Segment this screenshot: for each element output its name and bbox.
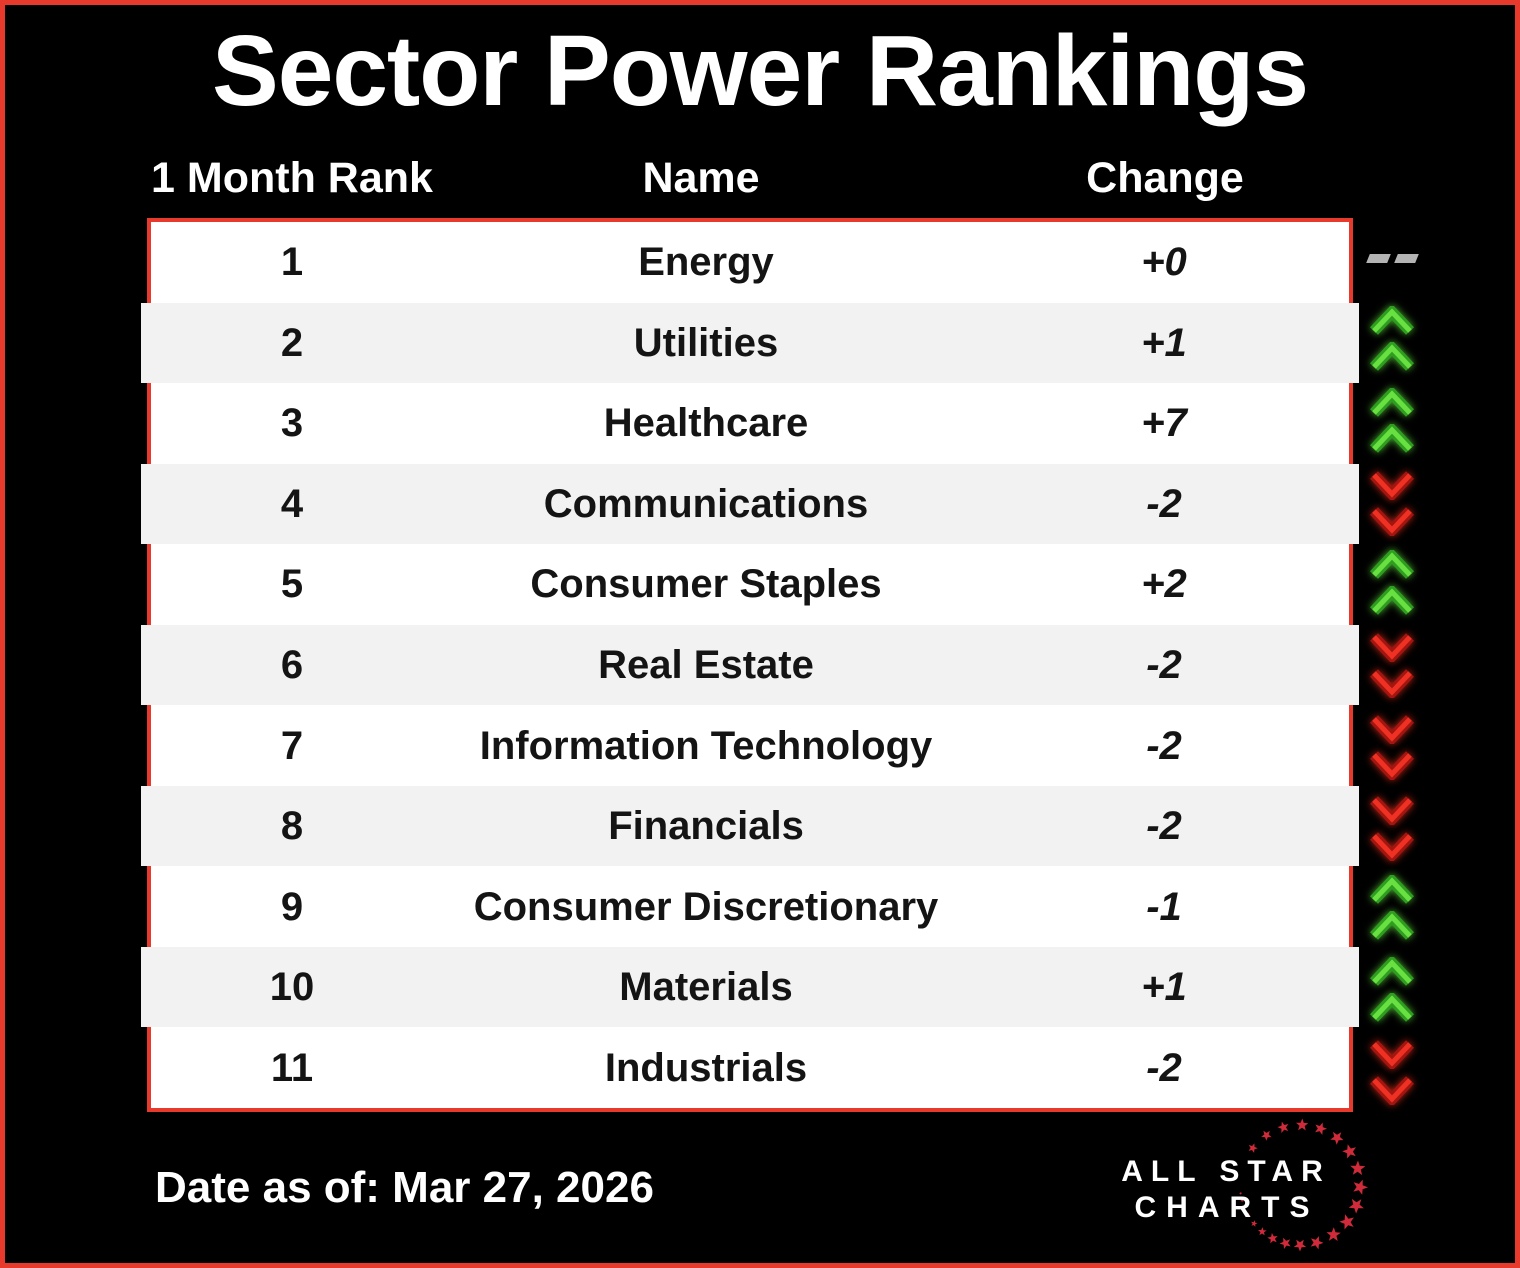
arrow-slot (1362, 462, 1422, 543)
sector-name-cell: Communications (543, 481, 869, 526)
arrow-slot (1362, 1031, 1422, 1112)
rank-column-header: 1 Month Rank (151, 154, 433, 202)
change-cell: +2 (1141, 562, 1187, 607)
arrow-slot (1362, 949, 1422, 1030)
rank-cell: 6 (280, 643, 304, 687)
as-of-date: Date as of: Mar 27, 2026 (155, 1163, 654, 1212)
rank-cell: 10 (269, 965, 315, 1010)
change-down-icon (1369, 713, 1415, 780)
table-row: 10 Materials +1 (141, 946, 1359, 1028)
change-cell: +1 (1141, 320, 1187, 365)
logo-line2: CHARTS (1134, 1191, 1320, 1224)
change-cell: -1 (1146, 884, 1182, 929)
change-down-icon (1369, 469, 1415, 536)
arrow-slot (1362, 381, 1422, 462)
table-row: 7 Information Technology -2 (151, 705, 1349, 786)
table-row: 9 Consumer Discretionary -1 (151, 866, 1349, 947)
table-row: 3 Healthcare +7 (151, 383, 1349, 464)
rank-cell: 1 (280, 240, 304, 285)
table-row: 5 Consumer Staples +2 (151, 544, 1349, 625)
rank-cell: 5 (280, 562, 304, 607)
table-row: 6 Real Estate -2 (141, 624, 1359, 706)
change-cell: -2 (1146, 1045, 1182, 1090)
change-down-icon (1369, 794, 1415, 861)
change-up-icon (1369, 387, 1415, 455)
change-cell: -2 (1146, 481, 1182, 526)
sector-name-cell: Healthcare (603, 401, 809, 446)
change-cell: -2 (1146, 723, 1182, 768)
change-cell: -2 (1146, 643, 1182, 687)
rank-cell: 2 (280, 320, 304, 365)
arrow-slot (1362, 543, 1422, 624)
arrow-slot (1362, 299, 1422, 380)
change-cell: +1 (1141, 965, 1187, 1010)
sector-name-cell: Energy (638, 240, 774, 285)
sector-name-cell: Financials (608, 804, 804, 849)
rank-cell: 7 (280, 723, 304, 768)
rank-cell: 8 (280, 804, 304, 849)
table-row: 4 Communications -2 (141, 463, 1359, 545)
table-row: 8 Financials -2 (141, 785, 1359, 867)
arrow-slot (1362, 706, 1422, 787)
rank-cell: 3 (280, 401, 304, 446)
change-down-icon (1369, 631, 1415, 699)
sector-name-cell: Materials (619, 965, 793, 1010)
rank-cell: 9 (280, 884, 304, 929)
sector-name-cell: Consumer Staples (530, 562, 882, 607)
change-cell: +0 (1141, 240, 1187, 285)
sector-name-cell: Information Technology (479, 723, 933, 768)
column-headers: 1 Month Rank Name Change (0, 156, 1520, 200)
rankings-table: 1 Energy +0 2 Utilities +1 3 Healthcare +7 4 Commu… (141, 218, 1359, 1112)
change-up-icon (1369, 875, 1415, 942)
change-cell: +7 (1141, 401, 1187, 446)
table-row: 2 Utilities +1 (141, 302, 1359, 384)
arrow-slot (1362, 868, 1422, 949)
sector-name-cell: Industrials (604, 1045, 808, 1090)
sector-name-cell: Real Estate (598, 643, 814, 687)
arrow-slot (1362, 787, 1422, 868)
arrow-slot (1362, 218, 1422, 299)
change-down-icon (1369, 1038, 1415, 1105)
table-row: 1 Energy +0 (151, 222, 1349, 303)
sector-name-cell: Utilities (633, 320, 779, 365)
rank-cell: 4 (280, 481, 304, 526)
logo-line1: ALL STAR (1121, 1155, 1331, 1188)
change-up-icon (1369, 306, 1415, 373)
star-circle-icon (1239, 1118, 1368, 1252)
page-title: Sector Power Rankings (212, 15, 1309, 127)
sector-name-cell: Consumer Discretionary (473, 884, 939, 929)
change-arrows-column (1362, 218, 1422, 1112)
change-column-header: Change (1086, 154, 1244, 202)
rank-cell: 11 (270, 1045, 314, 1090)
name-column-header: Name (642, 154, 760, 202)
change-up-icon (1369, 956, 1415, 1024)
arrow-slot (1362, 624, 1422, 705)
change-up-icon (1369, 550, 1415, 617)
all-star-charts-logo: ALL STAR CHARTS (1072, 1154, 1372, 1226)
no-change-icon (1365, 254, 1419, 264)
change-cell: -2 (1146, 804, 1182, 849)
table-row: 11 Industrials -2 (151, 1027, 1349, 1109)
